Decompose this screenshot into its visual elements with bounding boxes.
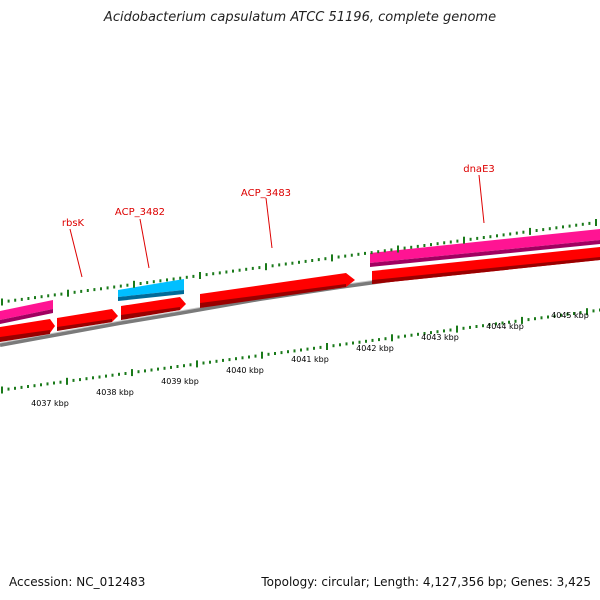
accession-text: Accession: NC_012483 [9,575,146,589]
scale-label: 4044 kbp [486,322,524,331]
gene-label-ACP_3482: ACP_3482 [115,207,165,218]
cyan-gene-ACP_3482[interactable] [118,279,184,301]
genome-backbone [0,255,600,347]
gene-label-ACP_3483: ACP_3483 [241,188,291,199]
pink-gene-dnaE3[interactable] [370,229,600,267]
red-gene-left[interactable] [0,319,55,342]
lower-tick-row [1,308,600,394]
leader-ACP_3483 [265,197,273,249]
scale-label: 4041 kbp [291,355,329,364]
gene-label-rbsK: rbsK [62,218,85,229]
genome-title: Acidobacterium capsulatum ATCC 51196, co… [103,10,497,25]
gene-label-dnaE3: dnaE3 [463,164,495,175]
scale-label: 4037 kbp [31,399,69,408]
scale-label: 4043 kbp [421,333,459,342]
scale-label: 4038 kbp [96,388,134,397]
red-gene-ACP_3482[interactable] [121,297,186,320]
red-gene-rbsK[interactable] [57,309,118,331]
leader-dnaE3 [478,174,485,224]
scale-labels: 4037 kbp 4038 kbp 4039 kbp 4040 kbp 4041 kbp… [31,311,589,408]
scale-label: 4042 kbp [356,344,394,353]
scale-label: 4040 kbp [226,366,264,375]
upper-tick-row [1,219,597,306]
genome-summary-text: Topology: circular; Length: 4,127,356 bp… [261,575,591,589]
pink-gene-left[interactable] [0,300,53,324]
leader-rbsK [69,228,83,278]
red-gene-right[interactable] [372,247,600,284]
scale-label: 4045 kbp [551,311,589,320]
leader-ACP_3482 [139,218,150,269]
red-gene-ACP_3483[interactable] [200,273,355,308]
scale-label: 4039 kbp [161,377,199,386]
